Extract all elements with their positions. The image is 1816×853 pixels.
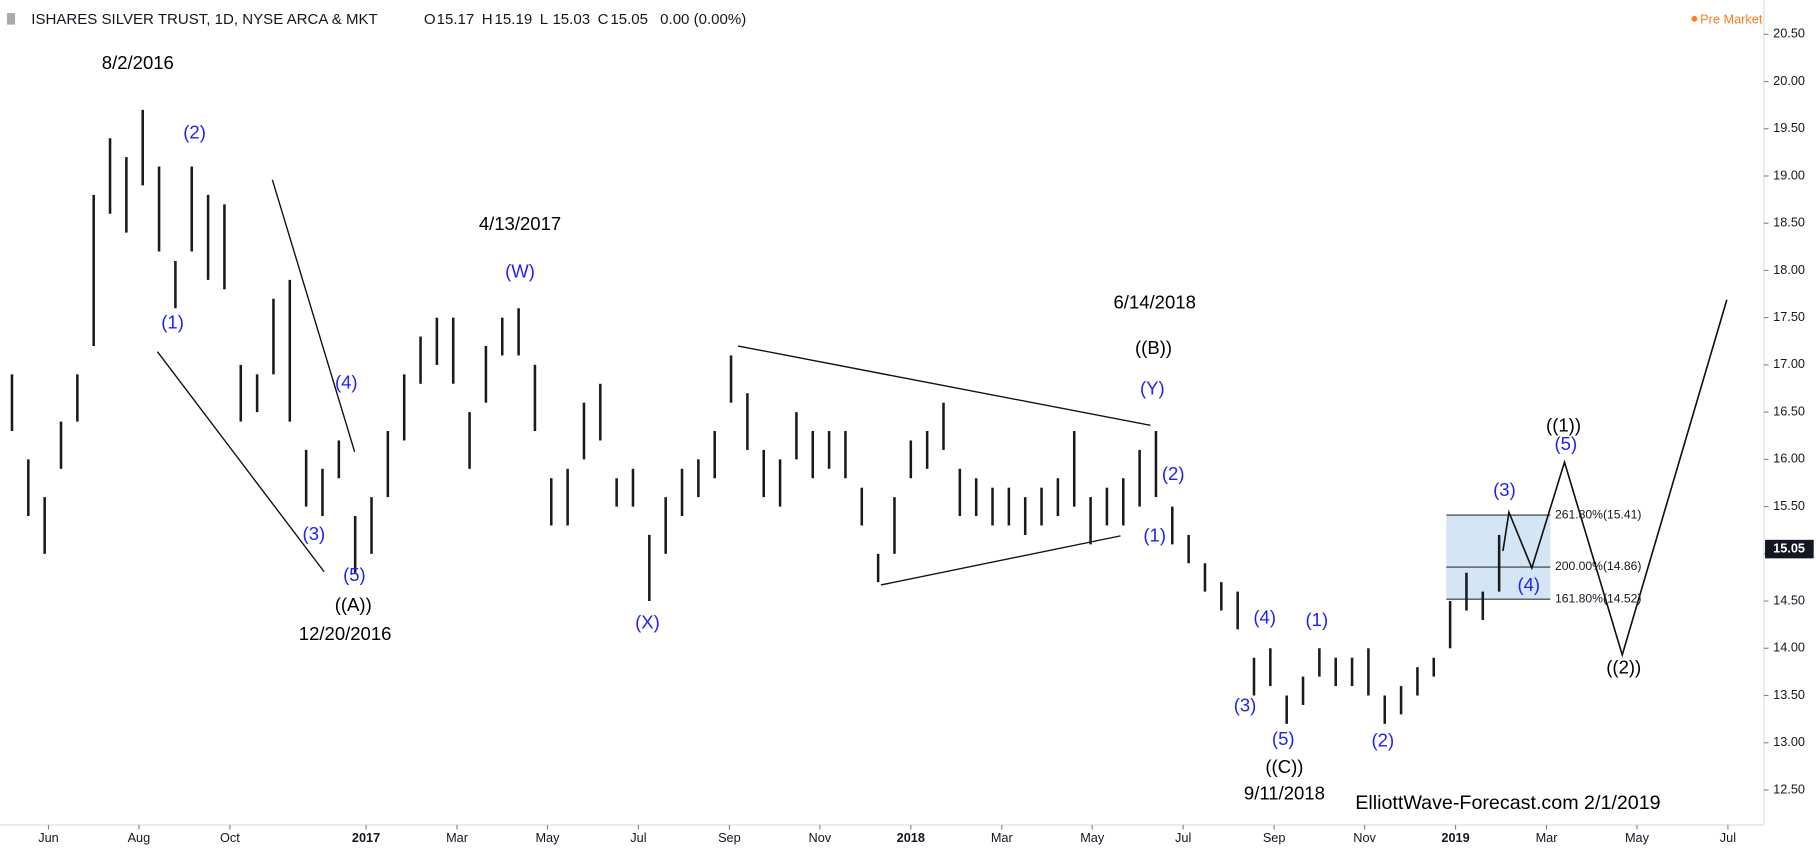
x-tick-label: Jun bbox=[38, 830, 59, 845]
wave-label: (3) bbox=[303, 523, 326, 544]
wave-label: (5) bbox=[343, 564, 366, 585]
ohlc-value: 15.05 bbox=[610, 11, 648, 28]
x-tick-label: Jul bbox=[1720, 830, 1736, 845]
wave-label: (2) bbox=[1162, 463, 1185, 484]
wave-label: ((1)) bbox=[1546, 414, 1581, 435]
wave-label: (X) bbox=[635, 611, 660, 632]
trendline bbox=[880, 535, 1121, 586]
wave-label: (3) bbox=[1234, 695, 1257, 716]
y-tick-label: 19.50 bbox=[1773, 120, 1805, 135]
x-tick-label: Nov bbox=[809, 830, 832, 845]
wave-label: (1) bbox=[1306, 609, 1329, 630]
x-tick-label: Nov bbox=[1353, 830, 1376, 845]
last-price-label: 15.05 bbox=[1773, 540, 1805, 555]
wave-label: (5) bbox=[1555, 433, 1578, 454]
wave-label: (1) bbox=[161, 311, 184, 332]
market-status: Pre Market bbox=[1700, 11, 1763, 26]
wave-label: 6/14/2018 bbox=[1114, 292, 1196, 313]
x-tick-label: Mar bbox=[1536, 830, 1559, 845]
wave-label: 8/2/2016 bbox=[102, 52, 174, 73]
wave-label: ((B)) bbox=[1135, 337, 1172, 358]
trendline bbox=[737, 345, 1151, 427]
wave-label: (4) bbox=[1517, 574, 1540, 595]
trendline bbox=[271, 179, 356, 453]
y-tick-label: 17.00 bbox=[1773, 356, 1805, 371]
ohlc-key: H bbox=[482, 11, 493, 28]
y-tick-label: 18.50 bbox=[1773, 215, 1805, 230]
fib-label: 200.00%(14.86) bbox=[1555, 559, 1642, 573]
y-tick-label: 13.00 bbox=[1773, 734, 1805, 749]
y-tick-label: 20.50 bbox=[1773, 26, 1805, 41]
y-tick-label: 20.00 bbox=[1773, 73, 1805, 88]
wave-label: 4/13/2017 bbox=[479, 213, 561, 234]
x-tick-label: Oct bbox=[220, 830, 240, 845]
x-tick-label: 2019 bbox=[1441, 830, 1469, 845]
fib-label: 161.80%(14.52) bbox=[1555, 591, 1642, 605]
y-tick-label: 18.00 bbox=[1773, 262, 1805, 277]
wave-label: (3) bbox=[1493, 479, 1516, 500]
ohlc-key: O bbox=[424, 11, 436, 28]
x-tick-label: Jul bbox=[1175, 830, 1191, 845]
wave-label: (1) bbox=[1143, 524, 1166, 545]
ohlc-key: C bbox=[598, 11, 609, 28]
fib-label: 261.80%(15.41) bbox=[1555, 507, 1642, 521]
wave-label: ElliottWave-Forecast.com 2/1/2019 bbox=[1355, 792, 1660, 814]
y-tick-label: 13.50 bbox=[1773, 687, 1805, 702]
y-tick-label: 15.50 bbox=[1773, 498, 1805, 513]
wave-label: ((C)) bbox=[1265, 756, 1303, 777]
y-tick-label: 17.50 bbox=[1773, 309, 1805, 324]
ohlc-value: 15.03 bbox=[552, 11, 590, 28]
y-tick-label: 14.00 bbox=[1773, 640, 1805, 655]
x-tick-label: May bbox=[1080, 830, 1105, 845]
ohlc-change: 0.00 (0.00%) bbox=[660, 11, 746, 28]
y-tick-label: 14.50 bbox=[1773, 592, 1805, 607]
y-tick-label: 16.00 bbox=[1773, 451, 1805, 466]
wave-label: (5) bbox=[1272, 728, 1295, 749]
wave-label: ((A)) bbox=[335, 594, 372, 615]
ohlc-value: 15.17 bbox=[437, 11, 475, 28]
y-tick-label: 16.50 bbox=[1773, 403, 1805, 418]
x-tick-label: 2018 bbox=[897, 830, 925, 845]
symbol-title[interactable]: ISHARES SILVER TRUST, 1D, NYSE ARCA & MK… bbox=[31, 11, 377, 28]
wave-label: 12/20/2016 bbox=[299, 623, 392, 644]
trendline bbox=[156, 351, 325, 573]
y-tick-label: 12.50 bbox=[1773, 781, 1805, 796]
ohlc-value: 15.19 bbox=[495, 11, 533, 28]
symbol-icon bbox=[6, 13, 16, 25]
ohlc-key: L bbox=[540, 11, 548, 28]
wave-label: 9/11/2018 bbox=[1244, 783, 1325, 804]
wave-label: (4) bbox=[335, 372, 358, 393]
x-tick-label: Sep bbox=[1263, 830, 1286, 845]
wave-label: (2) bbox=[183, 121, 206, 142]
status-dot bbox=[1691, 15, 1698, 22]
y-tick-label: 19.00 bbox=[1773, 167, 1805, 182]
x-tick-label: May bbox=[1625, 830, 1650, 845]
x-tick-label: Mar bbox=[991, 830, 1014, 845]
projection-path bbox=[1502, 299, 1728, 658]
wave-label: (Y) bbox=[1140, 377, 1165, 398]
wave-label: (2) bbox=[1372, 729, 1395, 750]
x-tick-label: Aug bbox=[128, 830, 151, 845]
x-tick-label: Mar bbox=[446, 830, 469, 845]
last-price-tag bbox=[1765, 539, 1814, 559]
x-tick-label: 2017 bbox=[352, 830, 380, 845]
wave-label: ((2)) bbox=[1606, 656, 1641, 677]
x-tick-label: Jul bbox=[630, 830, 646, 845]
x-tick-label: May bbox=[535, 830, 560, 845]
wave-label: (W) bbox=[505, 260, 535, 281]
wave-label: (4) bbox=[1253, 607, 1276, 628]
x-tick-label: Sep bbox=[718, 830, 741, 845]
